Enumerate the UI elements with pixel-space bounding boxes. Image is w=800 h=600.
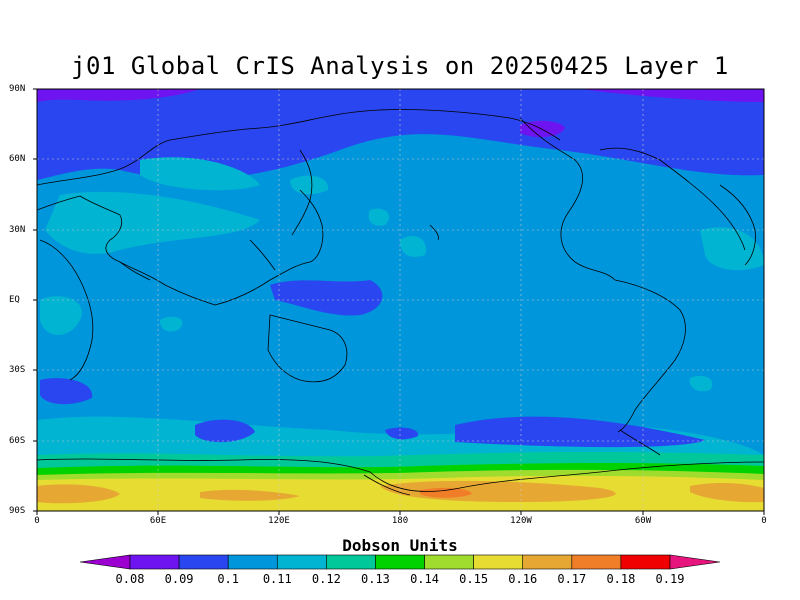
colorbar-tick-label: 0.08	[115, 572, 145, 586]
grid-lines	[37, 89, 764, 511]
colorbar-tick-label: 0.17	[557, 572, 587, 586]
lon-tick-label: 120W	[510, 516, 532, 526]
lat-tick-label: 90N	[9, 84, 26, 94]
colorbar	[79, 554, 721, 570]
low-southern-3	[385, 427, 419, 440]
teal-patch-5	[160, 316, 183, 332]
low-southern-2	[455, 416, 705, 448]
colorbar-under-triangle	[79, 554, 131, 570]
colorbar-tick-label: 0.18	[606, 572, 636, 586]
colorbar-tick-label: 0.14	[410, 572, 439, 586]
low-southern-1	[195, 419, 255, 443]
teal-patch-3	[45, 191, 260, 254]
lat-tick-label: 30S	[9, 365, 26, 375]
colorbar-swatch	[473, 554, 524, 570]
colorbar-tick-label: 0.11	[262, 572, 292, 586]
antarctic-peak	[420, 487, 472, 498]
low-maritime	[270, 280, 383, 316]
north-polar-band	[37, 89, 764, 180]
axis-ticks	[33, 88, 765, 515]
teal-patch-1	[140, 157, 260, 191]
lat-tick-label: 30N	[9, 225, 26, 235]
colorbar-tick-label: 0.09	[164, 572, 194, 586]
north-pole-deep	[37, 89, 200, 102]
teal-patch-2	[290, 175, 329, 195]
north-pole-deep-east	[580, 89, 764, 102]
map-title: j01 Global CrIS Analysis on 20250425 Lay…	[71, 52, 729, 80]
lon-tick-label: 0	[761, 516, 767, 526]
lon-tick-label: 180	[391, 516, 409, 526]
antarctic-core-1	[37, 484, 120, 504]
colorbar-label: Dobson Units	[342, 536, 458, 555]
teal-patch-8	[700, 227, 764, 271]
colorbar-tick-label: 0.15	[459, 572, 489, 586]
lat-tick-label: 60S	[9, 436, 26, 446]
colorbar-tick-label: 0.19	[655, 572, 685, 586]
coastlines	[37, 109, 764, 496]
teal-patch-6	[400, 235, 426, 257]
lon-tick-label: 120E	[268, 516, 290, 526]
colorbar-swatch	[620, 554, 671, 570]
colorbar-swatch	[571, 554, 622, 570]
colorbar-tick-label: 0.12	[311, 572, 341, 586]
lat-tick-label: EQ	[9, 295, 20, 305]
colorbar-swatch	[276, 554, 327, 570]
teal-patch-4	[40, 296, 82, 335]
colorbar-swatch	[326, 554, 376, 570]
antarctic-core-4	[200, 489, 300, 501]
antarctic-core-3	[690, 482, 764, 503]
colorbar-swatch	[178, 554, 229, 570]
colorbar-swatch	[375, 554, 425, 570]
colorbar-tick-label: 0.1	[217, 572, 240, 586]
colorbar-over-triangle	[669, 554, 721, 570]
lon-tick-label: 0	[34, 516, 40, 526]
colorbar-tick-label: 0.16	[508, 572, 538, 586]
lat-tick-label: 90S	[9, 506, 26, 516]
low-indian-ocean	[40, 378, 93, 405]
colorbar-swatch	[227, 554, 278, 570]
teal-patch-9	[689, 375, 713, 392]
teal-patch-7	[368, 208, 390, 226]
lon-tick-label: 60W	[634, 516, 652, 526]
lon-tick-label: 60E	[149, 516, 167, 526]
colorbar-swatch	[129, 554, 180, 570]
colorbar-swatch	[522, 554, 573, 570]
colorbar-swatch	[424, 554, 474, 570]
colorbar-tick-label: 0.13	[361, 572, 390, 586]
lat-tick-label: 60N	[9, 154, 26, 164]
